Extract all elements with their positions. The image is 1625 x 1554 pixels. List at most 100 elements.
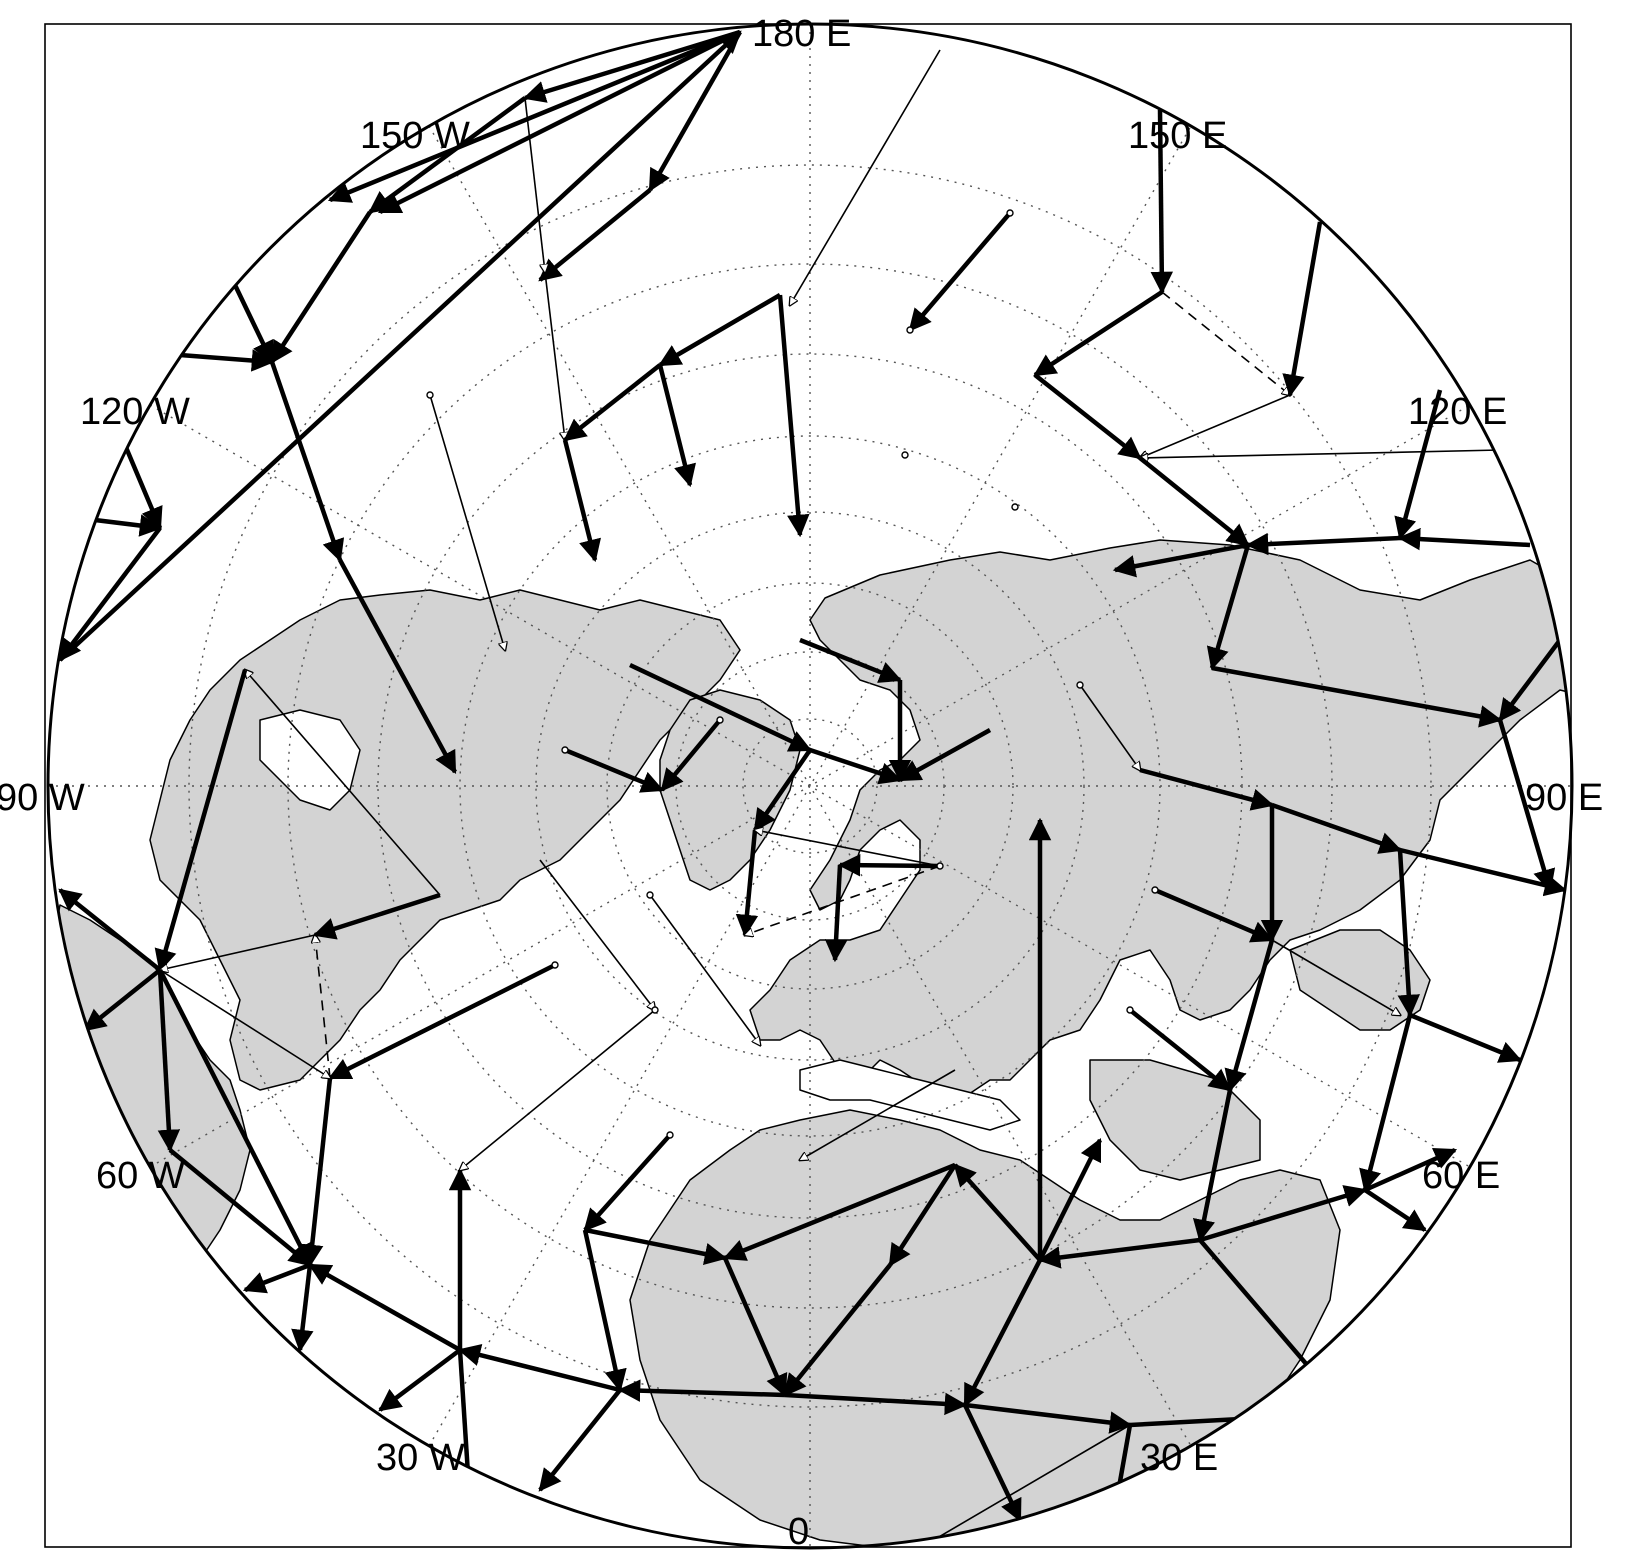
flow-arrow-52 xyxy=(649,894,760,1045)
flow-arrow-24 xyxy=(1282,221,1323,398)
flow-arrow-73 xyxy=(953,1163,1042,1262)
flow-arrow-99 xyxy=(315,935,331,1079)
flow-arrow-63 xyxy=(1224,939,1275,1093)
flow-arrow-18 xyxy=(562,439,602,563)
flow-arrow-80 xyxy=(784,1392,968,1416)
flow-arrow-11 xyxy=(538,188,652,282)
flow-arrow-32 xyxy=(1394,389,1443,541)
label-lon-150w: 150 W xyxy=(360,115,470,157)
flow-arrow-36 xyxy=(1497,719,1556,893)
label-lon-150e: 150 E xyxy=(1128,115,1227,157)
flow-arrow-43 xyxy=(898,728,992,782)
flow-arrow-56 xyxy=(1399,847,1568,897)
flow-arrow-107 xyxy=(83,968,162,1032)
flow-arrow-112 xyxy=(58,526,162,662)
flow-arrow-90 xyxy=(538,1388,622,1492)
flow-arrow-106 xyxy=(58,888,162,972)
label-lon-60e: 60 E xyxy=(1422,1155,1500,1197)
origin-marker-4 xyxy=(901,451,909,459)
label-lon-30w: 30 W xyxy=(376,1437,465,1479)
origin-marker-12 xyxy=(561,746,569,754)
label-lon-0: 0 xyxy=(788,1511,809,1553)
flow-arrow-111 xyxy=(242,1262,311,1294)
graticule xyxy=(48,24,1572,1548)
greenland-landmass xyxy=(659,689,801,891)
flow-arrow-35 xyxy=(1498,638,1562,722)
origin-marker-3 xyxy=(426,391,434,399)
flow-arrow-97 xyxy=(327,962,557,1081)
flow-arrow-87 xyxy=(584,1227,728,1266)
flow-arrow-79 xyxy=(617,1379,786,1402)
flow-arrow-68 xyxy=(1363,1188,1427,1232)
flow-arrow-115 xyxy=(58,30,742,662)
flow-arrow-57 xyxy=(1154,887,1275,943)
flow-arrow-103 xyxy=(160,934,316,970)
label-lon-120w: 120 W xyxy=(80,391,190,433)
flow-arrow-109 xyxy=(168,1148,312,1267)
flow-arrow-48 xyxy=(824,864,848,963)
flow-arrow-42 xyxy=(809,747,903,785)
flow-arrow-27 xyxy=(1140,449,1501,458)
origin-marker-1 xyxy=(1006,209,1014,217)
eurasia-landmass xyxy=(749,539,1572,1101)
flow-arrow-14 xyxy=(658,293,782,367)
flow-arrow-102 xyxy=(154,669,248,973)
flow-arrow-22 xyxy=(1033,290,1164,377)
origin-marker-13 xyxy=(936,862,944,870)
flow-arrow-55 xyxy=(1271,802,1403,854)
flow-arrow-88 xyxy=(582,1229,627,1393)
flow-arrow-104 xyxy=(157,969,181,1153)
flow-arrow-66 xyxy=(1199,1185,1368,1243)
flow-arrow-7 xyxy=(232,284,275,365)
label-lon-90w: 90 W xyxy=(0,777,85,819)
flow-arrow-74 xyxy=(963,1258,1042,1407)
north-america-landmass xyxy=(149,589,741,1091)
origin-marker-7 xyxy=(651,1006,659,1014)
flow-arrow-44 xyxy=(753,748,812,832)
parallel-30 xyxy=(535,511,1085,1061)
flow-arrow-113 xyxy=(122,444,163,531)
flow-arrow-76 xyxy=(783,1263,892,1397)
flow-arrow-95 xyxy=(460,1009,656,1170)
flow-arrow-2 xyxy=(522,29,741,103)
map-boundary-circle xyxy=(46,22,1574,1550)
landmass-layer xyxy=(49,539,1572,1548)
flow-arrow-116 xyxy=(800,1069,956,1160)
flow-arrow-31 xyxy=(1397,527,1531,551)
parallel-45 xyxy=(606,582,1014,990)
flow-arrow-20 xyxy=(790,49,941,305)
flow-arrow-98 xyxy=(300,1077,333,1268)
flow-arrow-23 xyxy=(1161,291,1290,395)
label-lon-120e: 120 E xyxy=(1408,391,1507,433)
flow-arrow-81 xyxy=(964,1402,1133,1434)
flow-arrow-10 xyxy=(338,558,457,774)
flow-arrow-12 xyxy=(524,97,545,272)
flow-arrow-59 xyxy=(1271,939,1400,1015)
flow-arrow-65 xyxy=(1192,1089,1233,1243)
origin-marker-6 xyxy=(551,961,559,969)
label-lon-30e: 30 E xyxy=(1140,1437,1218,1479)
flow-arrow-17 xyxy=(777,294,810,538)
flow-arrow-39 xyxy=(799,637,903,683)
flow-arrow-53 xyxy=(1079,684,1140,770)
flow-arrow-60 xyxy=(1397,849,1421,1018)
flow-arrow-37 xyxy=(429,394,505,650)
flow-arrow-93 xyxy=(378,1348,462,1412)
origin-marker-8 xyxy=(666,1131,674,1139)
flow-arrow-1 xyxy=(648,30,742,192)
flow-arrow-34 xyxy=(1211,665,1503,728)
flow-arrow-13 xyxy=(544,271,565,440)
flow-arrow-110 xyxy=(291,1264,314,1353)
flow-arrow-67 xyxy=(1364,1147,1458,1193)
flow-arrow-91 xyxy=(308,1263,462,1352)
flow-arrow-51 xyxy=(564,747,665,793)
origin-marker-10 xyxy=(1126,1006,1134,1014)
label-lon-90e: 90 E xyxy=(1525,777,1603,819)
flow-arrow-19 xyxy=(908,211,1012,332)
flow-arrow-61 xyxy=(1409,1012,1523,1063)
africa-landmass xyxy=(629,1109,1341,1548)
flow-arrow-8 xyxy=(179,349,275,372)
origin-marker-2 xyxy=(906,326,914,334)
flow-arrow-45 xyxy=(735,829,759,938)
flow-arrow-28 xyxy=(1138,456,1250,547)
